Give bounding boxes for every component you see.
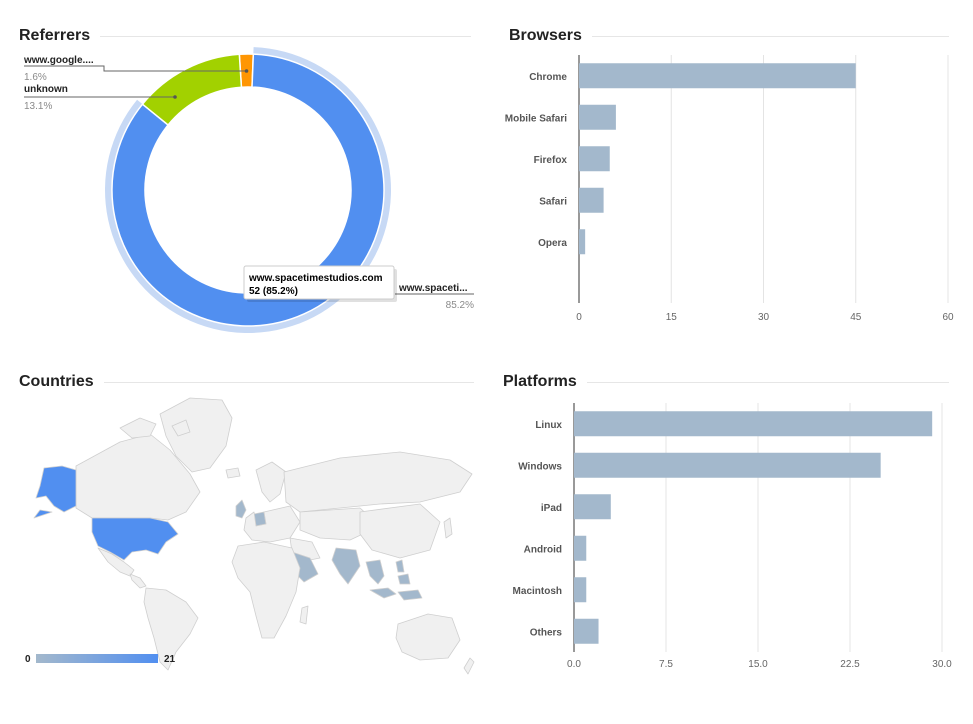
- country-arctic-islands[interactable]: [119, 417, 191, 439]
- tooltip-title: www.spacetimestudios.com: [248, 273, 383, 284]
- google-label: www.google....: [23, 55, 94, 66]
- bar-firefox[interactable]: [579, 146, 610, 172]
- x-tick-label: 15.0: [748, 659, 768, 670]
- country-philippines[interactable]: [395, 559, 405, 573]
- x-tick-label: 45: [850, 312, 862, 323]
- country-iceland[interactable]: [225, 467, 241, 479]
- country-japan[interactable]: [443, 517, 453, 539]
- color-legend-bar: [36, 654, 158, 663]
- unknown-percent: 13.1%: [24, 101, 52, 112]
- countries-title: Countries: [19, 372, 104, 392]
- unknown-leader-dot: [173, 95, 177, 99]
- browsers-title: Browsers: [509, 26, 592, 46]
- platforms-title-rule: [503, 382, 949, 383]
- country-scandinavia[interactable]: [255, 461, 287, 503]
- x-tick-label: 30.0: [932, 659, 952, 670]
- country-madagascar[interactable]: [299, 605, 309, 625]
- google-leader-dot: [244, 69, 249, 73]
- bar-ipad[interactable]: [574, 494, 611, 520]
- country-australia[interactable]: [395, 613, 461, 661]
- bar-linux[interactable]: [574, 411, 933, 437]
- category-label: Macintosh: [513, 586, 562, 597]
- referrers-title: Referrers: [19, 26, 101, 46]
- x-tick-label: 7.5: [659, 659, 673, 670]
- countries-geo-map[interactable]: 0 21: [0, 362, 486, 724]
- category-label: Firefox: [534, 155, 568, 166]
- tooltip-value: 52 (85.2%): [249, 286, 298, 297]
- referrers-panel: Referrers www.google.... 1.6% unknown 13.1%…: [0, 0, 486, 350]
- country-india[interactable]: [331, 547, 361, 585]
- pie-slice-www-spacetimestudios-com[interactable]: [111, 53, 385, 327]
- country-usa[interactable]: [91, 517, 179, 561]
- country-russia[interactable]: [283, 451, 473, 513]
- country-china[interactable]: [359, 503, 441, 559]
- bar-others[interactable]: [574, 618, 599, 644]
- country-central-america[interactable]: [129, 573, 147, 589]
- category-label: Others: [530, 627, 563, 638]
- category-label: Chrome: [529, 72, 567, 83]
- x-tick-label: 0.0: [567, 659, 581, 670]
- tooltip-box: [243, 265, 395, 300]
- category-label: Safari: [539, 196, 567, 207]
- platforms-title: Platforms: [503, 372, 587, 392]
- spacetime-percent: 85.2%: [446, 300, 474, 311]
- category-label: Opera: [538, 238, 567, 249]
- bar-mobile-safari[interactable]: [579, 104, 616, 130]
- pie-slice-unknown[interactable]: [141, 53, 243, 127]
- countries-panel: Countries 0 21: [0, 362, 486, 724]
- country-alaska[interactable]: [33, 465, 77, 519]
- legend-max-label: 21: [164, 654, 176, 665]
- bar-windows[interactable]: [574, 452, 881, 478]
- country-europe[interactable]: [243, 505, 301, 543]
- spacetime-label: www.spaceti...: [398, 283, 468, 294]
- country-new-zealand[interactable]: [463, 657, 475, 675]
- country-mexico[interactable]: [97, 547, 135, 577]
- platforms-bar-chart[interactable]: 0.0 7.5 15.0 22.5 30.0 Linux Windows iPad Androi…: [486, 362, 973, 724]
- bar-chrome[interactable]: [579, 63, 856, 89]
- country-greenland[interactable]: [159, 397, 233, 473]
- category-label: Linux: [535, 420, 562, 431]
- platforms-panel: Platforms 0.0 7.5 15.0 22.5 30.0 Linux Windows…: [486, 362, 973, 724]
- country-africa[interactable]: [231, 541, 301, 639]
- category-label: Android: [524, 544, 562, 555]
- pie-tooltip: www.spacetimestudios.com 52 (85.2%): [243, 265, 397, 302]
- bar-opera[interactable]: [579, 229, 586, 255]
- category-label: Mobile Safari: [505, 113, 567, 124]
- browsers-bar-chart[interactable]: 0 15 30 45 60 Chrome Mobile Safari Firefox Safar…: [486, 0, 973, 350]
- country-southeast-asia[interactable]: [365, 559, 385, 585]
- x-tick-label: 15: [666, 312, 678, 323]
- x-tick-label: 30: [758, 312, 770, 323]
- country-uk[interactable]: [235, 499, 247, 519]
- country-south-america[interactable]: [143, 587, 199, 671]
- x-tick-label: 0: [576, 312, 582, 323]
- google-percent: 1.6%: [24, 72, 47, 83]
- browsers-panel: Browsers 0 15 30 45 60 Chrome Mobile Safari Fir…: [486, 0, 973, 350]
- bar-macintosh[interactable]: [574, 577, 587, 603]
- referrers-donut-chart[interactable]: www.google.... 1.6%unknown 13.1% www.spacet…: [0, 0, 486, 350]
- category-label: Windows: [518, 461, 562, 472]
- x-tick-label: 22.5: [840, 659, 860, 670]
- unknown-label: unknown: [24, 84, 68, 95]
- google-leader-line: [24, 65, 247, 72]
- legend-min-label: 0: [25, 654, 31, 665]
- x-tick-label: 60: [942, 312, 954, 323]
- category-label: iPad: [541, 503, 562, 514]
- browsers-title-rule: [509, 36, 949, 37]
- referrers-title-rule: [19, 36, 471, 37]
- countries-title-rule: [19, 382, 474, 383]
- bar-android[interactable]: [574, 535, 587, 561]
- bar-safari[interactable]: [579, 187, 604, 213]
- country-indonesia[interactable]: [369, 573, 423, 601]
